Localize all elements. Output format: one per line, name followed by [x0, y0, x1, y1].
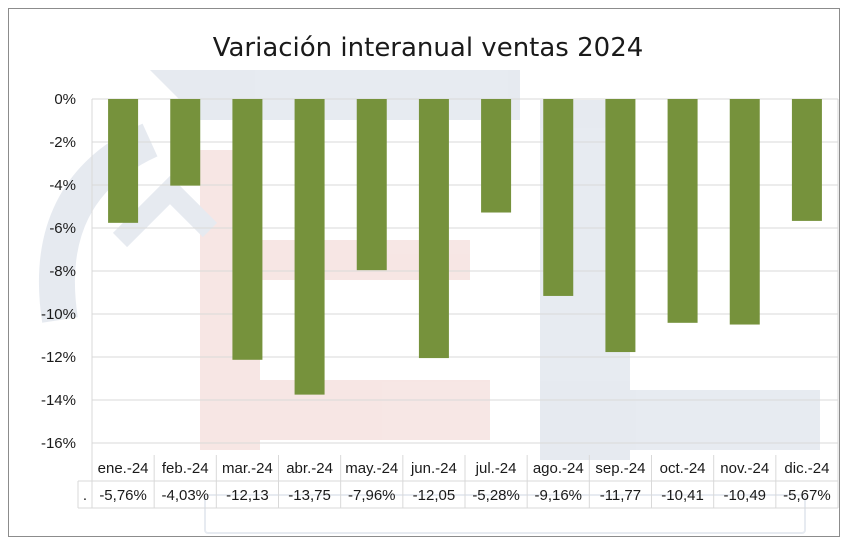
y-tick-label: -8% — [49, 263, 76, 280]
data-label: -12,13 — [226, 487, 269, 504]
data-label: -9,16% — [534, 487, 582, 504]
bar — [356, 99, 387, 271]
category-label: jul.-24 — [475, 460, 517, 477]
y-tick-label: -14% — [41, 392, 76, 409]
bar — [791, 99, 822, 221]
category-label: jun.-24 — [410, 460, 457, 477]
bar — [170, 99, 201, 186]
category-label: may.-24 — [345, 460, 398, 477]
y-axis-ticks: 0% -2% -4% -6% -8% -10% -12% -14% -16% — [41, 91, 76, 452]
category-label: oct.-24 — [660, 460, 706, 477]
bar — [543, 99, 574, 296]
category-label: sep.-24 — [595, 460, 645, 477]
data-label: -4,03% — [161, 487, 209, 504]
bar — [481, 99, 512, 213]
y-tick-label: 0% — [54, 91, 76, 108]
data-label: -7,96% — [348, 487, 396, 504]
y-tick-label: -6% — [49, 220, 76, 237]
bar — [108, 99, 139, 223]
category-label: dic.-24 — [784, 460, 829, 477]
y-tick-label: -12% — [41, 349, 76, 366]
data-label: -10,49 — [723, 487, 766, 504]
data-label: -13,75 — [288, 487, 331, 504]
category-label: feb.-24 — [162, 460, 209, 477]
bar — [232, 99, 263, 360]
bar — [294, 99, 325, 395]
bar — [729, 99, 760, 325]
category-label: mar.-24 — [222, 460, 273, 477]
category-label: ene.-24 — [98, 460, 149, 477]
y-tick-label: -10% — [41, 306, 76, 323]
table-row-key: . — [83, 487, 87, 504]
category-label: nov.-24 — [720, 460, 769, 477]
y-tick-label: -16% — [41, 435, 76, 452]
category-label: ago.-24 — [533, 460, 584, 477]
bar — [667, 99, 698, 323]
data-label: -5,67% — [783, 487, 831, 504]
bar — [418, 99, 449, 359]
bar — [605, 99, 636, 353]
data-label: -5,28% — [472, 487, 520, 504]
data-label: -12,05 — [413, 487, 456, 504]
gridlines — [92, 98, 838, 444]
data-label: -10,41 — [661, 487, 704, 504]
data-label: -11,77 — [600, 487, 641, 504]
y-tick-label: -2% — [49, 134, 76, 151]
category-label: abr.-24 — [286, 460, 333, 477]
y-tick-label: -4% — [49, 177, 76, 194]
bars — [108, 99, 822, 395]
data-table: . ene.-24 -5,76% feb.-24 -4,03% mar.-24 -12,13… — [77, 99, 839, 509]
chart-title: Variación interanual ventas 2024 — [213, 33, 644, 63]
data-label: -5,76% — [99, 487, 147, 504]
